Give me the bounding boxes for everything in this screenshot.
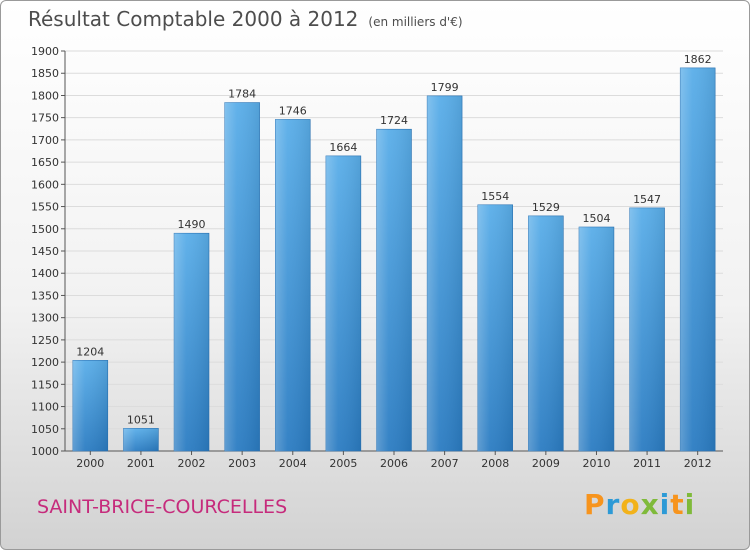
bar-value-label: 1051 <box>127 413 155 426</box>
bar-shine <box>325 155 361 451</box>
y-tick-label: 1050 <box>31 423 59 436</box>
bar-shine <box>477 204 513 451</box>
bar-shine <box>528 215 564 451</box>
y-tick-label: 1100 <box>31 401 59 414</box>
bar-shine <box>680 67 716 451</box>
x-tick-label: 2002 <box>178 457 206 470</box>
bar-value-label: 1784 <box>228 88 256 101</box>
proxiti-logo: Proxiti <box>584 488 695 521</box>
x-tick-label: 2010 <box>582 457 610 470</box>
x-tick-label: 2004 <box>279 457 307 470</box>
y-tick-label: 1550 <box>31 201 59 214</box>
bar-value-label: 1554 <box>481 190 509 203</box>
bar-value-label: 1664 <box>329 141 357 154</box>
bar-value-label: 1724 <box>380 114 408 127</box>
x-tick-label: 2000 <box>76 457 104 470</box>
bar-value-label: 1799 <box>431 81 459 94</box>
y-tick-label: 1750 <box>31 112 59 125</box>
unit-label: (en milliers d'€) <box>368 15 463 29</box>
logo-letter: i <box>659 488 671 521</box>
bar-value-label: 1504 <box>582 212 610 225</box>
bar-value-label: 1862 <box>684 53 712 66</box>
x-tick-label: 2001 <box>127 457 155 470</box>
x-tick-label: 2007 <box>431 457 459 470</box>
y-tick-label: 1300 <box>31 312 59 325</box>
bar-shine <box>427 95 463 451</box>
y-tick-label: 1500 <box>31 223 59 236</box>
y-tick-label: 1400 <box>31 267 59 280</box>
y-tick-label: 1850 <box>31 67 59 80</box>
bar-value-label: 1204 <box>76 345 104 358</box>
bar-value-label: 1547 <box>633 193 661 206</box>
bar-value-label: 1490 <box>178 218 206 231</box>
y-tick-label: 1250 <box>31 334 59 347</box>
bar-shine <box>174 233 210 451</box>
bar-shine <box>275 119 311 451</box>
y-tick-label: 1450 <box>31 245 59 258</box>
logo-letter: P <box>584 488 606 521</box>
logo-letter: i <box>684 488 696 521</box>
x-tick-label: 2008 <box>481 457 509 470</box>
bar-shine <box>578 227 614 451</box>
x-tick-label: 2011 <box>633 457 661 470</box>
y-tick-label: 1800 <box>31 89 59 102</box>
bar-shine <box>224 102 260 452</box>
title-text: Résultat Comptable 2000 à 2012 <box>28 7 359 31</box>
y-tick-label: 1000 <box>31 445 59 458</box>
x-tick-label: 2012 <box>684 457 712 470</box>
bar-shine <box>629 207 665 451</box>
y-tick-label: 1650 <box>31 156 59 169</box>
bar-shine <box>72 360 108 451</box>
logo-letter: o <box>620 488 641 521</box>
logo-letter: r <box>605 488 621 521</box>
chart-title: Résultat Comptable 2000 à 2012 (en millie… <box>28 7 463 31</box>
logo-letter: x <box>640 488 660 521</box>
bar-shine <box>376 129 412 451</box>
y-tick-label: 1600 <box>31 178 59 191</box>
city-name: SAINT-BRICE-COURCELLES <box>37 496 288 518</box>
logo-letter: t <box>670 488 685 521</box>
x-tick-label: 2009 <box>532 457 560 470</box>
x-tick-label: 2006 <box>380 457 408 470</box>
y-tick-label: 1350 <box>31 289 59 302</box>
y-tick-label: 1150 <box>31 378 59 391</box>
bar-shine <box>123 428 159 451</box>
bar-value-label: 1746 <box>279 104 307 117</box>
y-tick-label: 1700 <box>31 134 59 147</box>
bar-value-label: 1529 <box>532 201 560 214</box>
x-tick-label: 2003 <box>228 457 256 470</box>
y-tick-label: 1200 <box>31 356 59 369</box>
y-tick-label: 1900 <box>31 45 59 58</box>
x-tick-label: 2005 <box>329 457 357 470</box>
